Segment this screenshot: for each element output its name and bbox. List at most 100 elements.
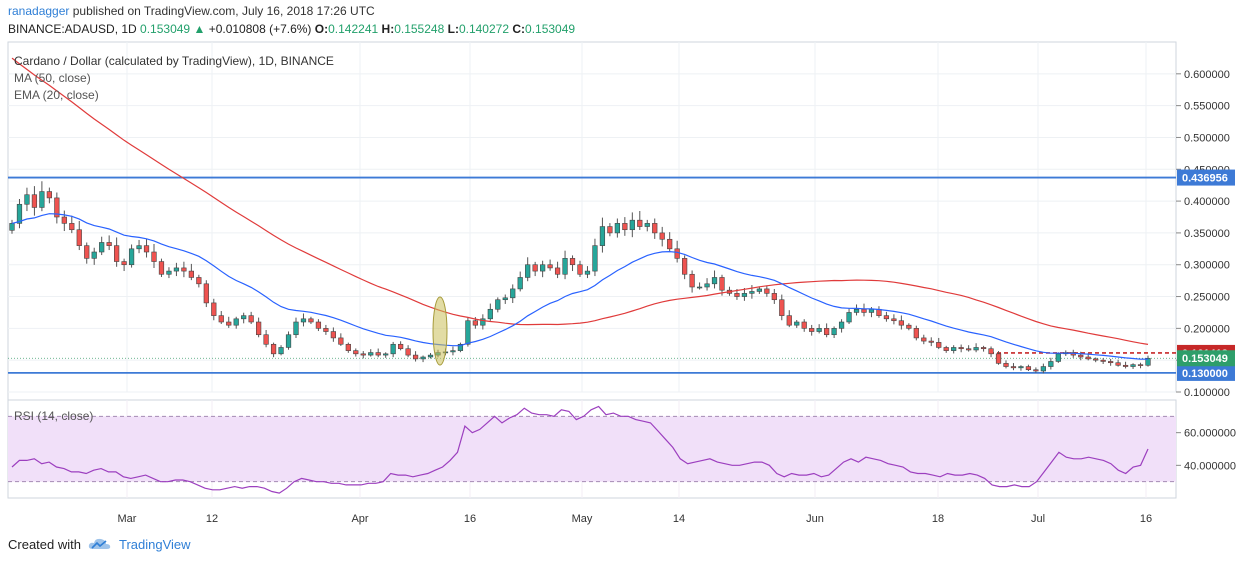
candle-body — [816, 328, 822, 332]
candle-body — [1018, 366, 1024, 369]
candle-body — [682, 258, 688, 275]
candle-body — [390, 343, 396, 355]
close-value: 0.153049 — [525, 22, 576, 36]
candle-body — [689, 273, 695, 288]
candle-body — [667, 238, 673, 250]
candle-body — [1040, 366, 1046, 372]
candle-body — [308, 318, 314, 323]
price-tick-label: 0.550000 — [1184, 101, 1230, 113]
rsi-tick-label: 60.000000 — [1184, 428, 1236, 440]
candle-body — [375, 352, 381, 356]
price-tick-label: 0.350000 — [1184, 228, 1230, 240]
candle-body — [584, 270, 591, 275]
candle-body — [487, 308, 493, 320]
candle-body — [868, 308, 875, 313]
candle-body — [540, 264, 546, 272]
created-with-text: Created with — [8, 536, 81, 552]
candle-body — [173, 267, 180, 272]
price-tick-label: 0.100000 — [1184, 387, 1230, 399]
candle-body — [801, 321, 807, 329]
candle-body — [1078, 354, 1084, 358]
candle-body — [166, 270, 172, 275]
candle-body — [263, 334, 269, 345]
candle-body — [861, 308, 867, 313]
candle-body — [427, 354, 434, 358]
open-value: 0.142241 — [328, 22, 379, 36]
level-tag — [1177, 364, 1235, 381]
candle-body — [360, 353, 366, 356]
candle-body — [1130, 364, 1136, 367]
candle-body — [1010, 366, 1017, 369]
candle-body — [84, 245, 90, 259]
high-value: 0.155248 — [394, 22, 445, 36]
last-price-tag — [1177, 350, 1235, 367]
candle-body — [577, 264, 583, 275]
time-tick-label: Mar — [118, 513, 137, 525]
candle-body — [510, 288, 516, 299]
low-value: 0.140272 — [458, 22, 509, 36]
candle-body — [532, 264, 538, 272]
time-tick-label: 16 — [464, 513, 476, 525]
candle-body — [1048, 361, 1054, 367]
candle-body — [921, 337, 927, 342]
candle-body — [786, 315, 792, 326]
ma-line — [11, 57, 1149, 345]
rsi-line — [11, 405, 1149, 494]
candle-body — [943, 347, 949, 351]
candle-body — [256, 321, 262, 336]
chart-title: Cardano / Dollar (calculated by TradingV… — [14, 54, 334, 68]
candle-body — [973, 347, 979, 351]
candle-body — [196, 277, 202, 285]
candle-body — [412, 354, 419, 360]
candle-body — [809, 328, 815, 332]
time-tick-label: 14 — [673, 513, 685, 525]
candle-body — [719, 277, 725, 291]
candle-body — [771, 293, 777, 301]
candle-body — [9, 223, 15, 231]
price-tick-label: 0.600000 — [1184, 69, 1230, 81]
candle-body — [158, 261, 165, 275]
candle-body — [734, 293, 740, 297]
candle-body — [995, 353, 1002, 364]
candle-body — [91, 251, 97, 259]
price-tick-label: 0.400000 — [1184, 196, 1230, 208]
candle-body — [988, 348, 994, 355]
candle-body — [838, 321, 845, 329]
candle-body — [652, 223, 658, 234]
tradingview-link[interactable]: TradingView — [118, 536, 191, 552]
candle-body — [151, 251, 157, 262]
candle-body — [143, 245, 150, 253]
candle-body — [749, 291, 755, 294]
candle-body — [54, 197, 60, 218]
candle-body — [278, 347, 284, 355]
candle-body — [913, 328, 919, 339]
candle-body — [24, 194, 30, 205]
candle-body — [607, 226, 613, 234]
candles — [9, 181, 1151, 374]
candle-body — [928, 340, 934, 343]
candle-body — [1115, 362, 1121, 366]
author-link[interactable]: ranadagger — [8, 4, 70, 18]
rsi-axis: 60.000000 40.000000 — [1176, 428, 1236, 472]
candle-body — [285, 334, 292, 348]
candle-body — [1122, 364, 1129, 367]
candle-body — [383, 353, 389, 356]
time-tick-label: Jul — [1031, 513, 1045, 525]
time-tick-label: 12 — [206, 513, 218, 525]
candle-body — [1033, 369, 1039, 372]
candle-body — [181, 267, 187, 272]
rsi-band — [8, 416, 1176, 482]
grid-lines — [8, 42, 1176, 498]
candle-body — [704, 283, 710, 288]
candle-body — [525, 264, 531, 278]
candle-body — [300, 318, 307, 323]
candle-body — [495, 299, 501, 310]
candle-body — [741, 293, 748, 297]
candle-body — [420, 356, 426, 360]
candle-body — [61, 216, 67, 224]
candle-body — [891, 318, 897, 322]
rsi-tick-label: 40.000000 — [1184, 460, 1236, 472]
candle-body — [517, 277, 523, 290]
